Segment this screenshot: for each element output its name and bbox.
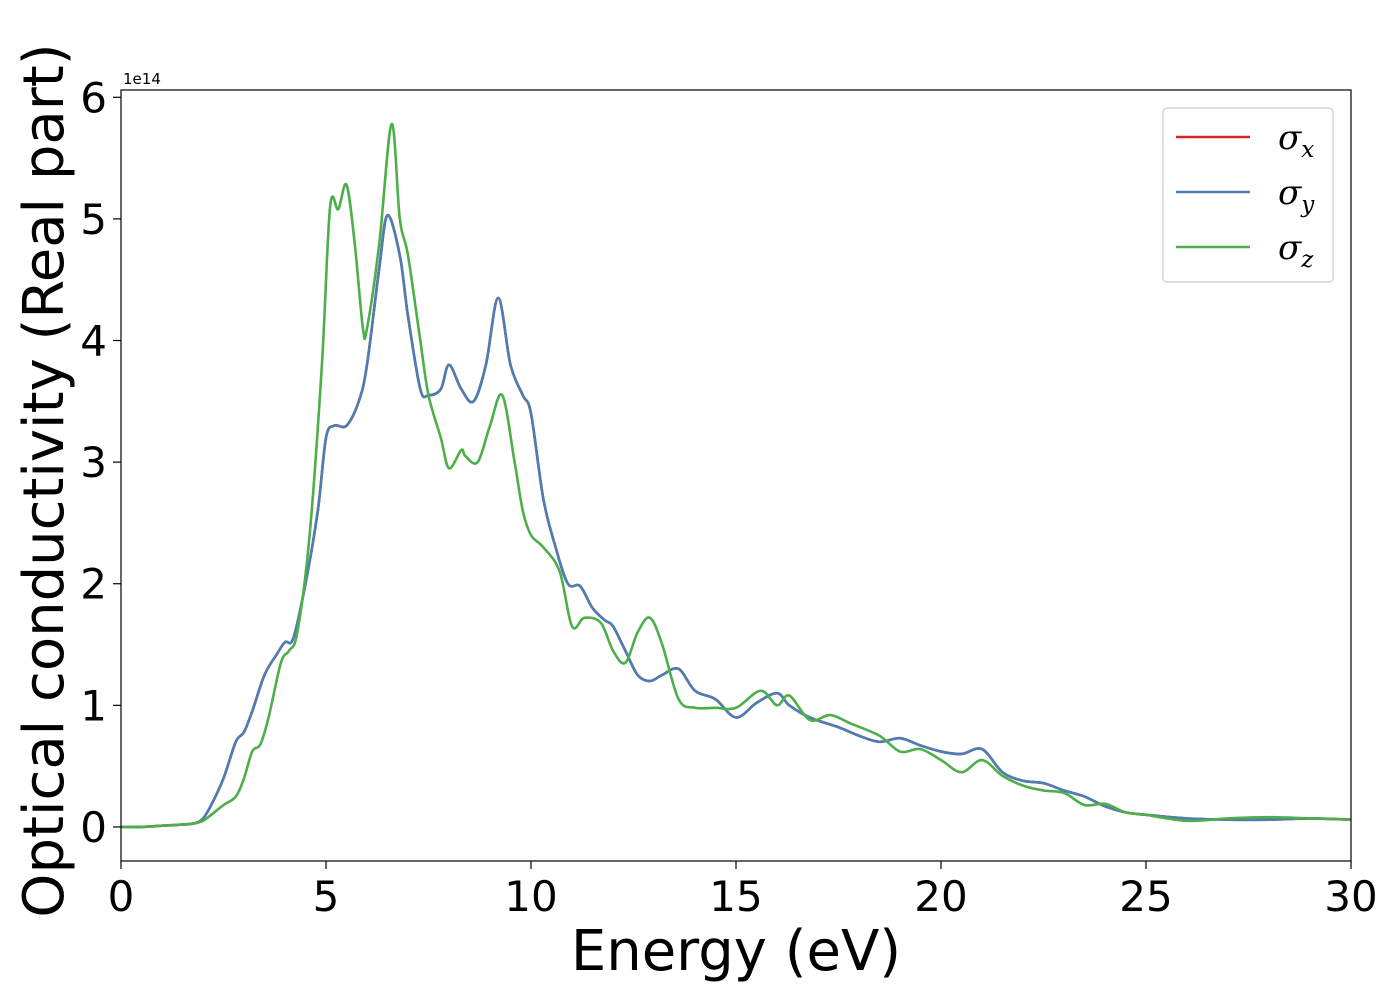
y-tick-label: 6 [80, 73, 107, 122]
y-tick-label: 5 [80, 195, 107, 244]
y-tick-label: 2 [80, 560, 107, 609]
y-axis-title: Optical conductivity (Real part) [12, 43, 77, 917]
legend-symbol: σ [1278, 118, 1302, 158]
y-axis-ticks: 0 1 2 3 4 5 6 [80, 73, 121, 852]
y-tick-label: 3 [80, 438, 107, 487]
legend-symbol: σ [1278, 173, 1302, 213]
legend-label-y: σy [1278, 173, 1315, 218]
legend-label-z: σz [1278, 228, 1314, 273]
x-tick-label: 20 [914, 872, 967, 921]
y-offset-label: 1e14 [123, 70, 161, 88]
y-tick-label: 1 [80, 681, 107, 730]
x-tick-label: 15 [709, 872, 762, 921]
legend-subscript: y [1300, 192, 1315, 218]
x-tick-label: 30 [1324, 872, 1377, 921]
x-axis-title: Energy (eV) [571, 919, 901, 984]
legend-subscript: z [1300, 247, 1314, 273]
legend-subscript: x [1301, 137, 1314, 163]
y-tick-label: 0 [80, 803, 107, 852]
legend-symbol: σ [1278, 228, 1302, 268]
x-axis-ticks: 0 5 10 15 20 25 30 [108, 861, 1378, 921]
plot-lines [121, 122, 1351, 829]
series-line-y [121, 213, 1351, 829]
x-tick-label: 5 [313, 872, 340, 921]
series-line-x [121, 213, 1351, 829]
y-tick-label: 4 [80, 317, 107, 366]
x-tick-label: 25 [1119, 872, 1172, 921]
legend-box [1162, 107, 1334, 283]
legend-label-x: σx [1278, 118, 1314, 163]
x-tick-label: 10 [504, 872, 557, 921]
x-tick-label: 0 [108, 872, 135, 921]
series-line-z [121, 122, 1351, 829]
